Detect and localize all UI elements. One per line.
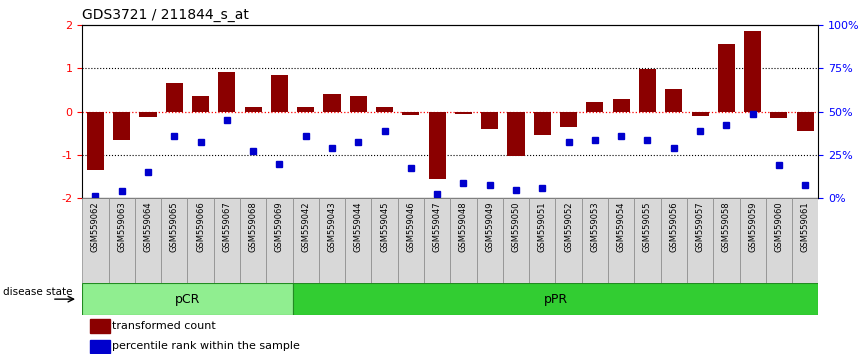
- Bar: [293, 283, 818, 315]
- Bar: [476, 198, 503, 283]
- Text: GSM559063: GSM559063: [117, 202, 126, 252]
- Bar: [766, 198, 792, 283]
- Bar: [108, 198, 135, 283]
- Bar: [324, 94, 340, 112]
- Bar: [612, 99, 630, 112]
- Text: GSM559053: GSM559053: [591, 202, 599, 252]
- Bar: [424, 198, 450, 283]
- Bar: [429, 112, 446, 179]
- Bar: [346, 198, 372, 283]
- Bar: [555, 198, 582, 283]
- Text: GSM559046: GSM559046: [406, 202, 416, 252]
- Bar: [665, 89, 682, 112]
- Text: GSM559048: GSM559048: [459, 202, 468, 252]
- Bar: [267, 198, 293, 283]
- Bar: [792, 198, 818, 283]
- Bar: [608, 198, 634, 283]
- Text: GSM559061: GSM559061: [801, 202, 810, 252]
- Bar: [90, 340, 109, 353]
- Text: GSM559052: GSM559052: [564, 202, 573, 252]
- Bar: [240, 198, 267, 283]
- Text: GSM559060: GSM559060: [774, 202, 784, 252]
- Text: pCR: pCR: [175, 293, 200, 306]
- Bar: [218, 73, 236, 112]
- Bar: [687, 198, 714, 283]
- Text: GSM559050: GSM559050: [512, 202, 520, 252]
- Text: GSM559047: GSM559047: [433, 202, 442, 252]
- Text: GSM559051: GSM559051: [538, 202, 546, 252]
- Text: GSM559062: GSM559062: [91, 202, 100, 252]
- Bar: [319, 198, 346, 283]
- Bar: [582, 198, 608, 283]
- Bar: [744, 31, 761, 112]
- Bar: [771, 112, 787, 118]
- Text: GSM559064: GSM559064: [144, 202, 152, 252]
- Bar: [503, 198, 529, 283]
- Bar: [403, 112, 419, 115]
- Text: transformed count: transformed count: [112, 321, 216, 331]
- Bar: [372, 198, 397, 283]
- Text: GSM559054: GSM559054: [617, 202, 626, 252]
- Bar: [214, 198, 240, 283]
- Text: GSM559058: GSM559058: [722, 202, 731, 252]
- Text: pPR: pPR: [543, 293, 567, 306]
- Text: GSM559057: GSM559057: [695, 202, 705, 252]
- Bar: [507, 112, 525, 156]
- Text: GSM559059: GSM559059: [748, 202, 757, 252]
- Bar: [560, 112, 577, 127]
- Text: GSM559068: GSM559068: [249, 202, 258, 252]
- Bar: [586, 102, 604, 112]
- Bar: [450, 198, 476, 283]
- Bar: [113, 112, 130, 140]
- Text: GSM559056: GSM559056: [669, 202, 678, 252]
- Text: GSM559069: GSM559069: [275, 202, 284, 252]
- Bar: [87, 112, 104, 170]
- Bar: [634, 198, 661, 283]
- Text: GSM559065: GSM559065: [170, 202, 178, 252]
- Bar: [135, 198, 161, 283]
- Bar: [376, 107, 393, 112]
- Text: GSM559066: GSM559066: [196, 202, 205, 252]
- Bar: [293, 198, 319, 283]
- Bar: [797, 112, 814, 131]
- Bar: [244, 107, 262, 112]
- Bar: [397, 198, 424, 283]
- Bar: [455, 112, 472, 114]
- Bar: [692, 112, 708, 116]
- Text: GSM559045: GSM559045: [380, 202, 389, 252]
- Bar: [481, 112, 498, 129]
- Text: percentile rank within the sample: percentile rank within the sample: [112, 342, 300, 352]
- Bar: [740, 198, 766, 283]
- Text: GDS3721 / 211844_s_at: GDS3721 / 211844_s_at: [82, 8, 249, 22]
- Bar: [82, 198, 108, 283]
- Bar: [271, 75, 288, 112]
- Bar: [350, 96, 367, 112]
- Text: GSM559055: GSM559055: [643, 202, 652, 252]
- Bar: [165, 83, 183, 112]
- Text: GSM559044: GSM559044: [354, 202, 363, 252]
- Bar: [661, 198, 687, 283]
- Bar: [529, 198, 555, 283]
- Text: GSM559067: GSM559067: [223, 202, 231, 252]
- Bar: [139, 112, 157, 117]
- Bar: [533, 112, 551, 135]
- Bar: [187, 198, 214, 283]
- Text: GSM559043: GSM559043: [327, 202, 337, 252]
- Text: GSM559042: GSM559042: [301, 202, 310, 252]
- Text: disease state: disease state: [3, 287, 72, 297]
- Bar: [192, 96, 209, 112]
- Bar: [639, 69, 656, 112]
- Bar: [82, 283, 293, 315]
- Bar: [161, 198, 187, 283]
- Bar: [714, 198, 740, 283]
- Bar: [718, 44, 735, 112]
- Text: GSM559049: GSM559049: [485, 202, 494, 252]
- Bar: [90, 319, 109, 333]
- Bar: [297, 107, 314, 112]
